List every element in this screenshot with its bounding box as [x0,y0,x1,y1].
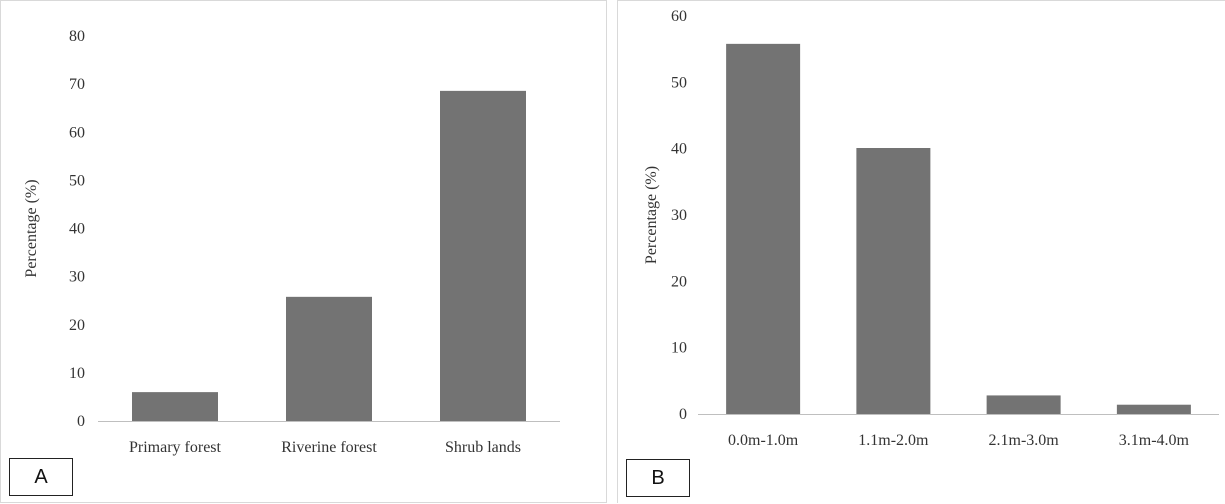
x-tick-label: 1.1m-2.0m [858,432,929,449]
y-tick-label: 10 [671,340,687,357]
panel-label-b: B [626,459,690,497]
chart-panel-a: 0 10 20 30 40 50 60 70 80 Primary forest Riverine … [0,0,607,503]
x-tick-label: Primary forest [129,439,222,456]
chart-panel-b: 0 10 20 30 40 50 60 0.0m-1.0m 1.1m-2.0m 2.1m-3.0m… [617,0,1225,503]
y-tick-label: 0 [679,406,687,423]
bar-chart-b: 0 10 20 30 40 50 60 0.0m-1.0m 1.1m-2.0m 2.1m-3.0m… [643,8,1219,449]
bar [440,90,526,422]
x-tick-label: 2.1m-3.0m [989,432,1060,449]
y-tick-label: 30 [69,269,85,286]
y-tick-label: 70 [69,76,85,93]
x-tick-label: Riverine forest [281,439,377,456]
bar [132,392,218,421]
y-tick-label: 20 [671,273,687,290]
x-tick-label: 3.1m-4.0m [1119,432,1190,449]
y-tick-label: 50 [671,74,687,91]
y-axis-label: Percentage (%) [643,166,660,264]
x-tick-label: 0.0m-1.0m [728,432,799,449]
x-tick-label: Shrub lands [445,439,521,456]
bar [286,296,372,421]
bar [726,43,801,415]
bar-chart-a: 0 10 20 30 40 50 60 70 80 Primary forest Riverine … [23,28,560,456]
y-tick-label: 40 [671,141,687,158]
panel-label-a: A [9,458,73,496]
y-tick-label: 0 [77,413,85,430]
bar [856,148,931,414]
bar [986,395,1061,414]
y-tick-label: 60 [671,8,687,25]
bar [1116,404,1191,414]
y-tick-label: 60 [69,124,85,141]
y-axis-label: Percentage (%) [23,179,40,277]
y-tick-label: 50 [69,172,85,189]
y-tick-label: 40 [69,221,85,238]
y-tick-label: 20 [69,317,85,334]
y-tick-label: 80 [69,28,85,45]
y-tick-label: 30 [671,207,687,224]
y-tick-label: 10 [69,365,85,382]
